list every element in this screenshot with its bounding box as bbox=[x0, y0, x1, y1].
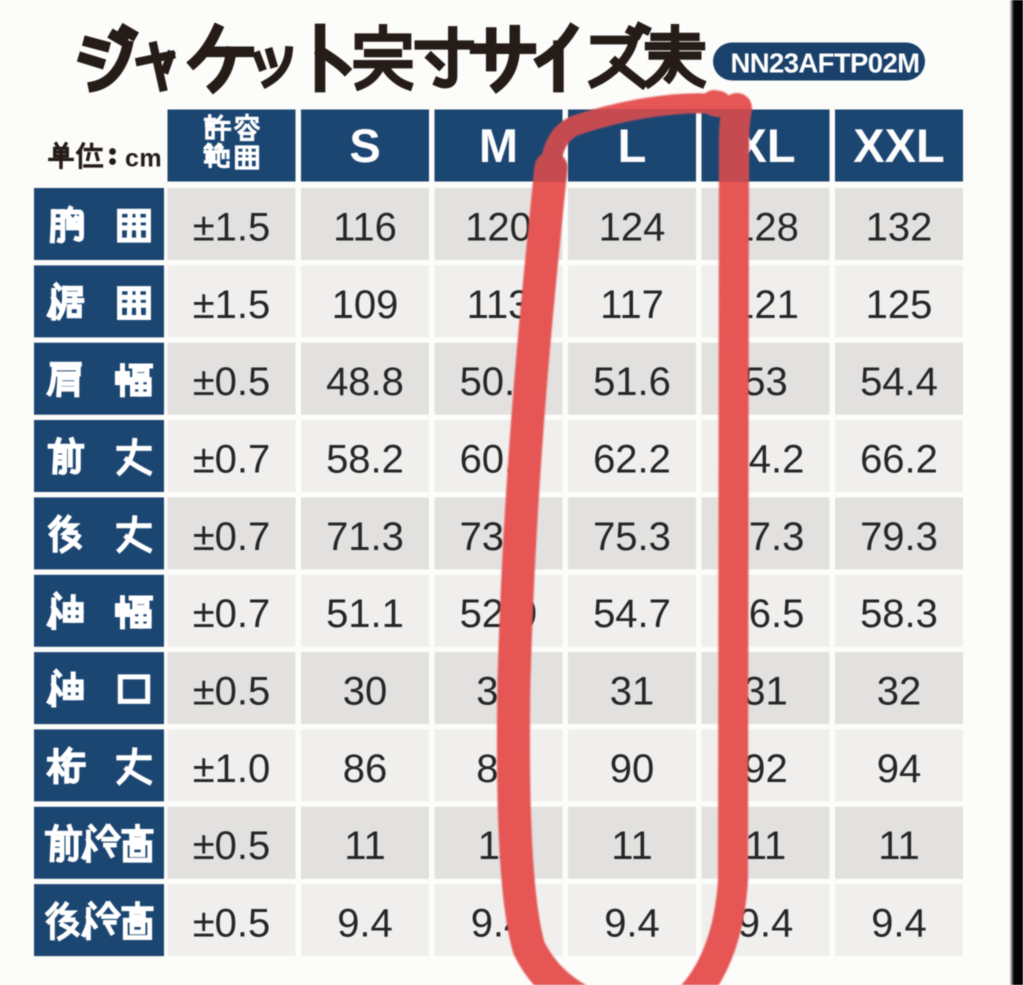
svg-text:75.3: 75.3 bbox=[593, 515, 671, 559]
svg-text:71.3: 71.3 bbox=[326, 515, 404, 559]
svg-text:125: 125 bbox=[866, 283, 933, 327]
svg-text:90: 90 bbox=[610, 747, 655, 791]
svg-text:94: 94 bbox=[877, 747, 922, 791]
svg-text:11: 11 bbox=[344, 824, 386, 868]
svg-text:±0.7: ±0.7 bbox=[193, 437, 271, 481]
svg-text:±0.7: ±0.7 bbox=[193, 515, 271, 559]
svg-text:117: 117 bbox=[600, 283, 664, 327]
svg-text:54.4: 54.4 bbox=[860, 360, 938, 404]
svg-text:30: 30 bbox=[343, 670, 388, 714]
svg-text:53: 53 bbox=[743, 360, 788, 404]
svg-text:109: 109 bbox=[332, 283, 399, 327]
svg-text:M: M bbox=[479, 119, 518, 172]
svg-text:9.4: 9.4 bbox=[337, 902, 393, 946]
svg-text:48.8: 48.8 bbox=[326, 360, 404, 404]
svg-text:51.6: 51.6 bbox=[593, 360, 671, 404]
svg-text:9.4: 9.4 bbox=[871, 902, 927, 946]
svg-text:120: 120 bbox=[465, 205, 532, 249]
svg-text:58.3: 58.3 bbox=[860, 592, 938, 636]
svg-text:79.3: 79.3 bbox=[860, 515, 938, 559]
svg-text:S: S bbox=[349, 119, 380, 172]
svg-text:124: 124 bbox=[599, 205, 666, 249]
svg-text:51.1: 51.1 bbox=[326, 592, 404, 636]
svg-text:31: 31 bbox=[743, 670, 788, 714]
svg-text:58.2: 58.2 bbox=[326, 437, 404, 481]
svg-text:9.4: 9.4 bbox=[738, 902, 794, 946]
svg-text:L: L bbox=[618, 119, 647, 172]
svg-text:92: 92 bbox=[743, 747, 788, 791]
svg-text:86: 86 bbox=[343, 747, 388, 791]
svg-text:116: 116 bbox=[333, 205, 397, 249]
svg-text:±0.5: ±0.5 bbox=[193, 902, 271, 946]
svg-text:132: 132 bbox=[866, 205, 933, 249]
svg-text:31: 31 bbox=[610, 670, 655, 714]
svg-text:±0.5: ±0.5 bbox=[193, 824, 271, 868]
svg-text:11: 11 bbox=[878, 824, 920, 868]
svg-text:±0.5: ±0.5 bbox=[193, 670, 271, 714]
svg-text:cm: cm bbox=[125, 145, 162, 173]
svg-text:54.7: 54.7 bbox=[593, 592, 671, 636]
svg-text:±1.5: ±1.5 bbox=[193, 205, 271, 249]
svg-text:±0.7: ±0.7 bbox=[193, 592, 271, 636]
svg-text:±1.0: ±1.0 bbox=[193, 747, 271, 791]
svg-text:11: 11 bbox=[745, 824, 787, 868]
svg-text:±0.5: ±0.5 bbox=[193, 360, 271, 404]
svg-text:9.4: 9.4 bbox=[604, 902, 660, 946]
svg-text:32: 32 bbox=[877, 670, 922, 714]
svg-text:XXL: XXL bbox=[853, 119, 944, 172]
svg-text:11: 11 bbox=[611, 824, 653, 868]
svg-text:66.2: 66.2 bbox=[860, 437, 938, 481]
svg-text:±1.5: ±1.5 bbox=[193, 283, 271, 327]
svg-text:62.2: 62.2 bbox=[593, 437, 671, 481]
svg-text:NN23AFTP02M: NN23AFTP02M bbox=[730, 48, 919, 79]
